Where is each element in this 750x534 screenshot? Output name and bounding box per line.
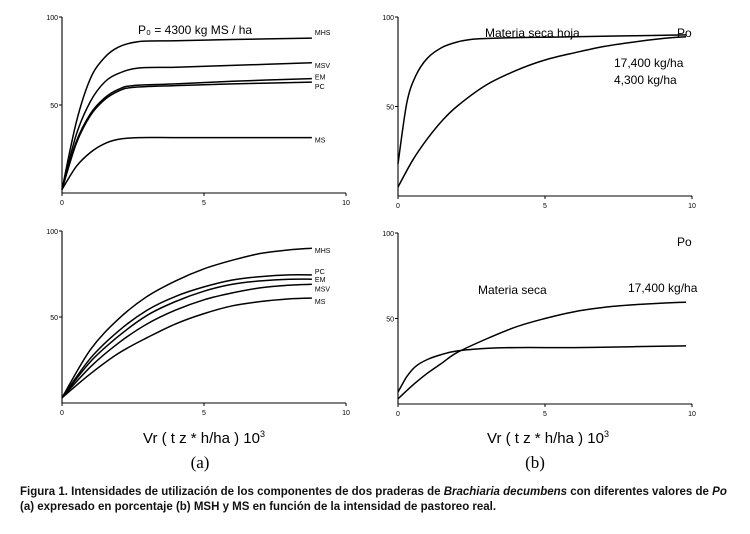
series-line-17-400-kg-ha (397, 301, 687, 400)
series-label: EM (315, 75, 326, 82)
series-line-ms (61, 136, 312, 190)
chart-annotation: Materia seca hoja (485, 26, 580, 40)
x-axis-label-right: Vr ( t z * h/ha ) 103 (487, 429, 609, 447)
caption-species: Brachiaria decumbens (443, 486, 568, 498)
chart-annotation: 17,400 kg/ha (614, 56, 684, 70)
series-line-msv (61, 62, 312, 190)
series-label: MS (315, 138, 326, 145)
y-tick-label: 50 (386, 317, 394, 324)
series-label: MSV (315, 286, 331, 293)
series-line-17-400-kg-ha (397, 35, 687, 188)
series-line-pc (61, 274, 312, 399)
series-label: MHS (315, 248, 331, 255)
x-tick-label: 10 (342, 200, 350, 207)
y-tick-label: 50 (50, 315, 58, 322)
chart-annotation: P₀ = 4300 kg MS / ha (138, 23, 252, 37)
x-tick-label: 0 (60, 410, 64, 417)
panel-label-b: (b) (525, 453, 545, 472)
series-label: MSV (315, 63, 331, 70)
x-tick-label: 5 (202, 200, 206, 207)
series-line-msv (61, 283, 312, 399)
series-line-ms (61, 297, 312, 399)
chart-annotation: Po (677, 26, 692, 40)
y-tick-label: 50 (50, 103, 58, 110)
chart-annotation: Po (677, 235, 692, 249)
x-tick-label: 5 (543, 411, 547, 418)
y-tick-label: 50 (386, 105, 394, 112)
x-tick-label: 5 (202, 410, 206, 417)
y-tick-label: 100 (382, 15, 394, 22)
chart-top-right: 0 5 10 50 100 Materia seca hoja Po 17,400 kg/ha… (382, 15, 696, 210)
panel-label-a: (a) (191, 453, 210, 472)
x-tick-label: 0 (396, 203, 400, 210)
x-tick-label: 5 (543, 203, 547, 210)
series-label: MS (315, 299, 326, 306)
x-tick-label: 10 (342, 410, 350, 417)
chart-top-left: 0 5 10 50 100 MHS MSV EM PC MS P₀ = 4300 kg MS / h… (46, 15, 350, 207)
x-tick-label: 10 (688, 203, 696, 210)
series-line-em (61, 278, 312, 399)
y-tick-label: 100 (46, 229, 58, 236)
x-axis-label-left: Vr ( t z * h/ha ) 103 (143, 429, 265, 447)
x-tick-label: 0 (60, 200, 64, 207)
series-label: PC (315, 84, 325, 91)
series-line-pc (61, 81, 312, 190)
x-tick-label: 0 (396, 411, 400, 418)
chart-bottom-right: 0 5 10 50 100 Po Materia seca 17,400 kg/ha (382, 231, 697, 418)
chart-annotation: 17,400 kg/ha (628, 281, 698, 295)
series-line-em (61, 77, 312, 190)
series-line-mhs (61, 37, 312, 190)
series-line-4-300-kg-ha (397, 34, 687, 164)
chart-annotation: Materia seca (478, 283, 547, 297)
series-label: PC (315, 269, 325, 276)
y-tick-label: 100 (46, 15, 58, 22)
series-label: MHS (315, 30, 331, 37)
series-line-mhs (61, 247, 312, 399)
figure-caption: Figura 1. Intensidades de utilización de… (20, 486, 727, 513)
series-line-4-300-kg-ha (397, 345, 687, 393)
x-tick-label: 10 (688, 411, 696, 418)
chart-annotation: 4,300 kg/ha (614, 73, 677, 87)
series-label: EM (315, 277, 326, 284)
y-tick-label: 100 (382, 231, 394, 238)
caption-lead: Figura 1. (20, 486, 68, 498)
